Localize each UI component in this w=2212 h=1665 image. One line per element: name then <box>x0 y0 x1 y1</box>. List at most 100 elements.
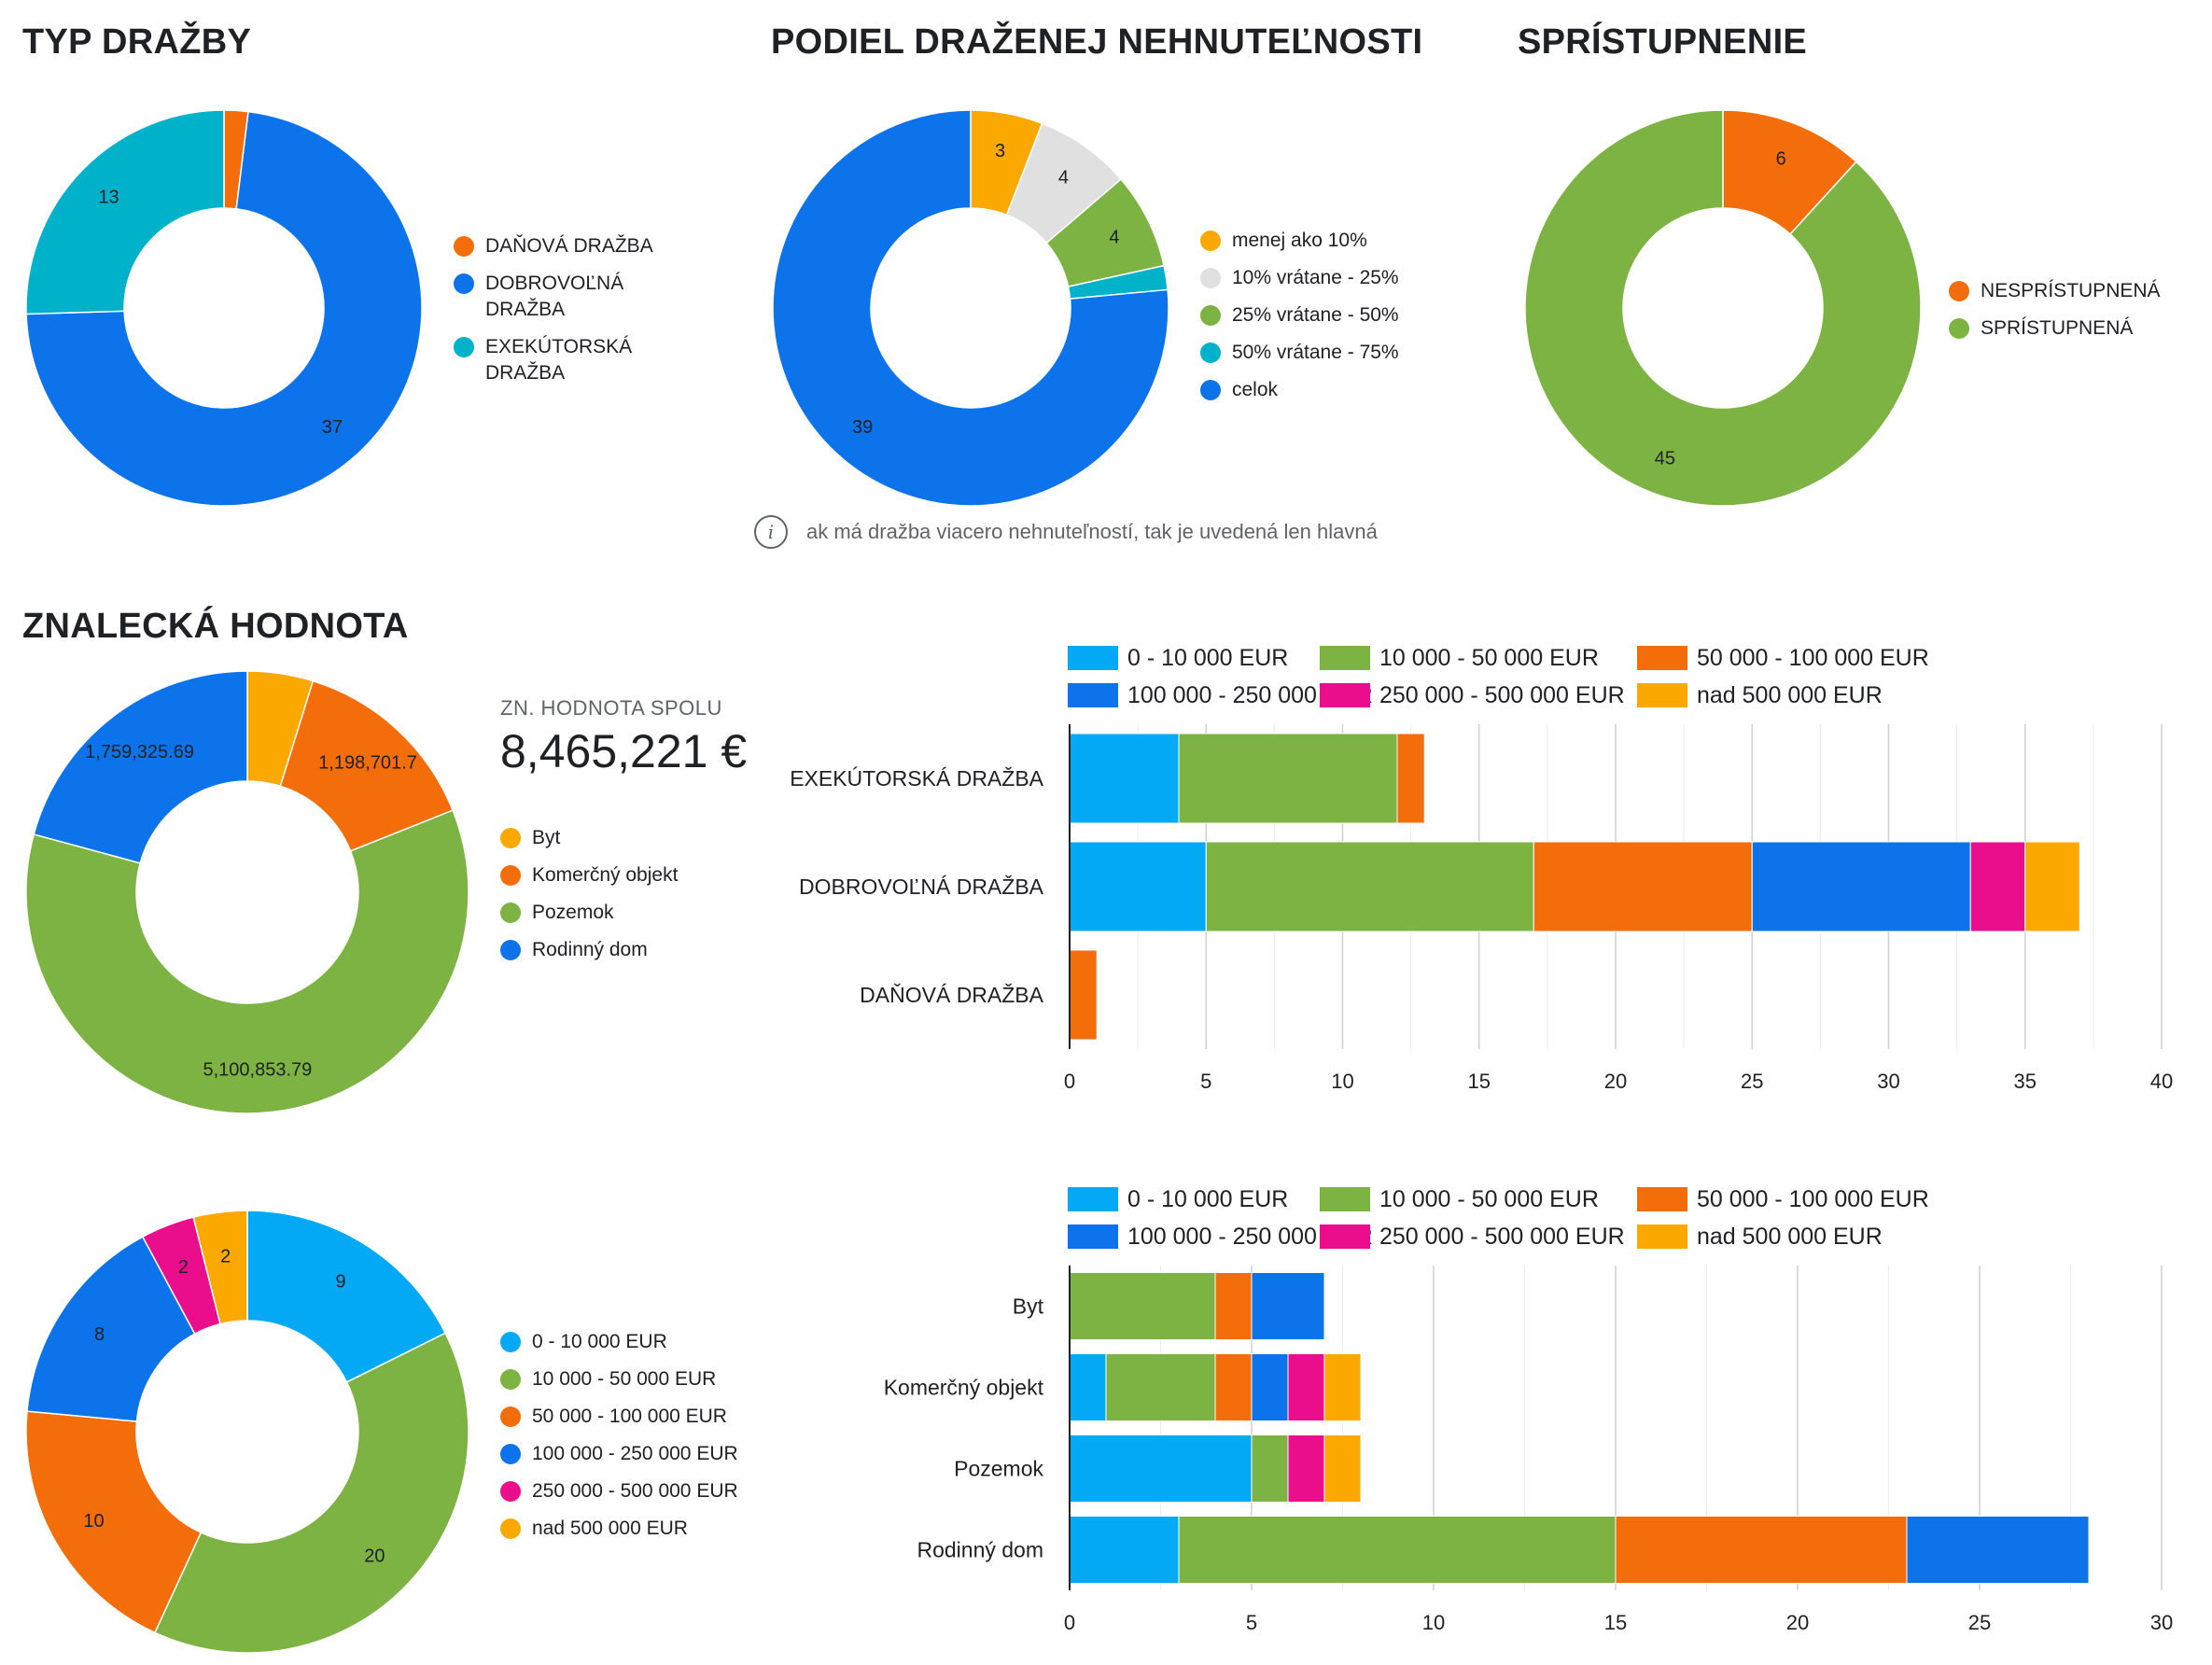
bar-rodinny-dom-10-000-50-000-eur[interactable] <box>1178 1516 1617 1584</box>
slice-pozemok[interactable] <box>25 809 469 1114</box>
legend-swatch-0-10-000-eur <box>1068 646 1118 670</box>
legend-swatch <box>1200 305 1221 326</box>
slice-label-10-000-50-000-eur: 20 <box>364 1546 385 1566</box>
scorecard-value: 8,465,221 € <box>500 725 748 777</box>
bar-pozemok-10-000-50-000-eur[interactable] <box>1251 1434 1289 1503</box>
legend-item-celok[interactable]: celok <box>1200 377 1462 403</box>
bar-exekutorska-drazba-50-000-100-000-eur[interactable] <box>1396 733 1425 824</box>
legend-item-rodinny-dom[interactable]: Rodinný dom <box>500 937 724 963</box>
slice-0-10-000-eur[interactable] <box>246 1210 447 1383</box>
legend-swatch <box>1200 231 1221 251</box>
x-tick-label: 35 <box>2014 1070 2037 1093</box>
legend-item-50-000-100-000-eur[interactable]: 50 000 - 100 000 EUR <box>500 1404 780 1430</box>
bar-dobrovolna-drazba-250-000-500-000-eur[interactable] <box>1969 841 2026 932</box>
legend-item-250-000-500-000-eur[interactable]: 250 000 - 500 000 EUR <box>500 1478 780 1504</box>
bar-byt-50-000-100-000-eur[interactable] <box>1214 1272 1253 1340</box>
x-tick-label: 5 <box>1200 1070 1211 1093</box>
legend-item-50-000-100-000-eur[interactable]: 50 000 - 100 000 EUR <box>1697 645 1929 671</box>
legend-item-dobrovolna-drazba[interactable]: DOBROVOĽNÁ DRAŽBA <box>454 271 678 323</box>
legend-znalecka-hodnota: Byt Komerčný objekt Pozemok Rodinný dom <box>500 825 724 974</box>
bar-komercny-objekt-50-000-100-000-eur[interactable] <box>1214 1353 1253 1421</box>
bar-exekutorska-drazba-10-000-50-000-eur[interactable] <box>1178 733 1398 824</box>
slice-label-komercny-objekt: 1,198,701.7 <box>318 753 417 774</box>
bar-dobrovolna-drazba-100-000-250-000-eur[interactable] <box>1751 841 1971 932</box>
bar-pozemok-nad-500-000-eur[interactable] <box>1323 1434 1362 1503</box>
legend-item-danova-drazba[interactable]: DAŇOVÁ DRAŽBA <box>454 233 678 259</box>
legend-swatch-nad-500-000-eur <box>1637 683 1687 707</box>
bar-komercny-objekt-nad-500-000-eur[interactable] <box>1323 1353 1362 1421</box>
legend-item-nespristupnena[interactable]: NESPRÍSTUPNENÁ <box>1949 278 2210 304</box>
bar-byt-10-000-50-000-eur[interactable] <box>1069 1272 1216 1340</box>
legend-item-10-000-50-000-eur[interactable]: 10 000 - 50 000 EUR <box>500 1366 780 1392</box>
slice-rodinny-dom[interactable] <box>33 670 248 864</box>
bar-rodinny-dom-50-000-100-000-eur[interactable] <box>1615 1516 1908 1584</box>
slice-dobrovolna-drazba[interactable] <box>25 110 423 507</box>
x-tick-label: 30 <box>1877 1070 1899 1093</box>
slice-nad-500-000-eur[interactable] <box>192 1210 248 1325</box>
scorecard-label: ZN. HODNOTA SPOLU <box>500 696 722 720</box>
slice-label-pozemok: 5,100,853.79 <box>203 1060 312 1081</box>
donut-znalecka-hodnota: 1,198,701.7 5,100,853.79 1,759,325.69 <box>25 670 469 1114</box>
bar-pozemok-250-000-500-000-eur[interactable] <box>1287 1434 1325 1503</box>
legend-podiel: menej ako 10% 10% vrátane - 25% 25% vrátan… <box>1200 228 1462 414</box>
legend-item-komercny-objekt[interactable]: Komerčný objekt <box>500 862 724 888</box>
bar-byt-100-000-250-000-eur[interactable] <box>1251 1272 1325 1340</box>
bar-exekutorska-drazba-0-10-000-eur[interactable] <box>1069 733 1180 824</box>
legend-item-byt[interactable]: Byt <box>500 825 724 851</box>
legend-item-spristupnena[interactable]: SPRÍSTUPNENÁ <box>1949 315 2210 342</box>
bar-komercny-objekt-100-000-250-000-eur[interactable] <box>1251 1353 1289 1421</box>
legend-item-nad-500-000-eur[interactable]: nad 500 000 EUR <box>1697 1224 1883 1250</box>
legend-label: 250 000 - 500 000 EUR <box>532 1480 738 1502</box>
legend-swatch <box>500 902 521 923</box>
slice-exekutorska-drazba[interactable] <box>25 109 225 315</box>
bar-dobrovolna-drazba-nad-500-000-eur[interactable] <box>2024 841 2080 932</box>
legend-label: 25% vrátane - 50% <box>1232 304 1399 326</box>
legend-item-250-000-500-000-eur[interactable]: 250 000 - 500 000 EUR <box>1379 1224 1625 1250</box>
slice-100-000-250-000-eur[interactable] <box>26 1236 196 1422</box>
legend-item-0-10-000-eur[interactable]: 0 - 10 000 EUR <box>1127 1186 1288 1212</box>
legend-item-50-vratane-75[interactable]: 50% vrátane - 75% <box>1200 340 1462 366</box>
legend-item-0-10-000-eur[interactable]: 0 - 10 000 EUR <box>500 1329 780 1355</box>
legend-item-100-000-250-000-eur[interactable]: 100 000 - 250 000 EUR <box>500 1441 780 1467</box>
legend-item-menej-ako-10[interactable]: menej ako 10% <box>1200 228 1462 254</box>
bar-pozemok-0-10-000-eur[interactable] <box>1069 1434 1253 1503</box>
bar-dobrovolna-drazba-50-000-100-000-eur[interactable] <box>1533 841 1753 932</box>
x-tick-label: 5 <box>1246 1611 1257 1634</box>
bar-komercny-objekt-0-10-000-eur[interactable] <box>1069 1353 1107 1421</box>
legend-swatch <box>500 1481 521 1502</box>
slice-komercny-objekt[interactable] <box>279 679 455 852</box>
legend-swatch-nad-500-000-eur <box>1637 1224 1687 1249</box>
legend-item-250-000-500-000-eur[interactable]: 250 000 - 500 000 EUR <box>1379 682 1625 708</box>
slice-50-000-100-000-eur[interactable] <box>25 1410 203 1634</box>
legend-item-10-vratane-25[interactable]: 10% vrátane - 25% <box>1200 265 1462 291</box>
legend-label: NESPRÍSTUPNENÁ <box>1981 280 2161 301</box>
bar-dobrovolna-drazba-10-000-50-000-eur[interactable] <box>1205 841 1534 932</box>
legend-item-nad-500-000-eur[interactable]: nad 500 000 EUR <box>1697 682 1883 708</box>
bar-rodinny-dom-0-10-000-eur[interactable] <box>1069 1516 1180 1584</box>
legend-label: 100 000 - 250 000 EUR <box>532 1443 738 1464</box>
bar-komercny-objekt-10-000-50-000-eur[interactable] <box>1105 1353 1216 1421</box>
legend-item-exekutorska-drazba[interactable]: EXEKÚTORSKÁ DRAŽBA <box>454 334 678 386</box>
slice-label-nespristupnena: 6 <box>1776 149 1786 170</box>
legend-item-10-000-50-000-eur[interactable]: 10 000 - 50 000 EUR <box>1379 645 1599 671</box>
info-icon[interactable]: i <box>754 515 788 549</box>
legend-item-nad-500-000-eur[interactable]: nad 500 000 EUR <box>500 1516 780 1542</box>
legend-item-50-000-100-000-eur[interactable]: 50 000 - 100 000 EUR <box>1697 1186 1929 1212</box>
legend-swatch <box>454 236 474 257</box>
bar-danova-drazba-50-000-100-000-eur[interactable] <box>1069 949 1098 1041</box>
legend-hodnota-intervaly: 0 - 10 000 EUR 10 000 - 50 000 EUR 50 000 … <box>500 1329 780 1553</box>
legend-swatch-100-000-250-000-eur <box>1068 1224 1118 1249</box>
slice-10-000-50-000-eur[interactable] <box>153 1332 469 1654</box>
bar-dobrovolna-drazba-0-10-000-eur[interactable] <box>1069 841 1207 932</box>
legend-item-0-10-000-eur[interactable]: 0 - 10 000 EUR <box>1127 645 1288 671</box>
slice-celok[interactable] <box>772 109 1169 507</box>
legend-label: Byt <box>532 827 561 848</box>
slice-spristupnena[interactable] <box>1524 109 1922 507</box>
legend-item-25-vratane-50[interactable]: 25% vrátane - 50% <box>1200 302 1462 329</box>
legend-label: 50 000 - 100 000 EUR <box>532 1406 727 1427</box>
legend-item-pozemok[interactable]: Pozemok <box>500 900 724 926</box>
bar-komercny-objekt-250-000-500-000-eur[interactable] <box>1287 1353 1325 1421</box>
title-typ-drazby: TYP DRAŽBY <box>22 22 252 62</box>
bar-rodinny-dom-100-000-250-000-eur[interactable] <box>1906 1516 2090 1584</box>
legend-item-10-000-50-000-eur[interactable]: 10 000 - 50 000 EUR <box>1379 1186 1599 1212</box>
